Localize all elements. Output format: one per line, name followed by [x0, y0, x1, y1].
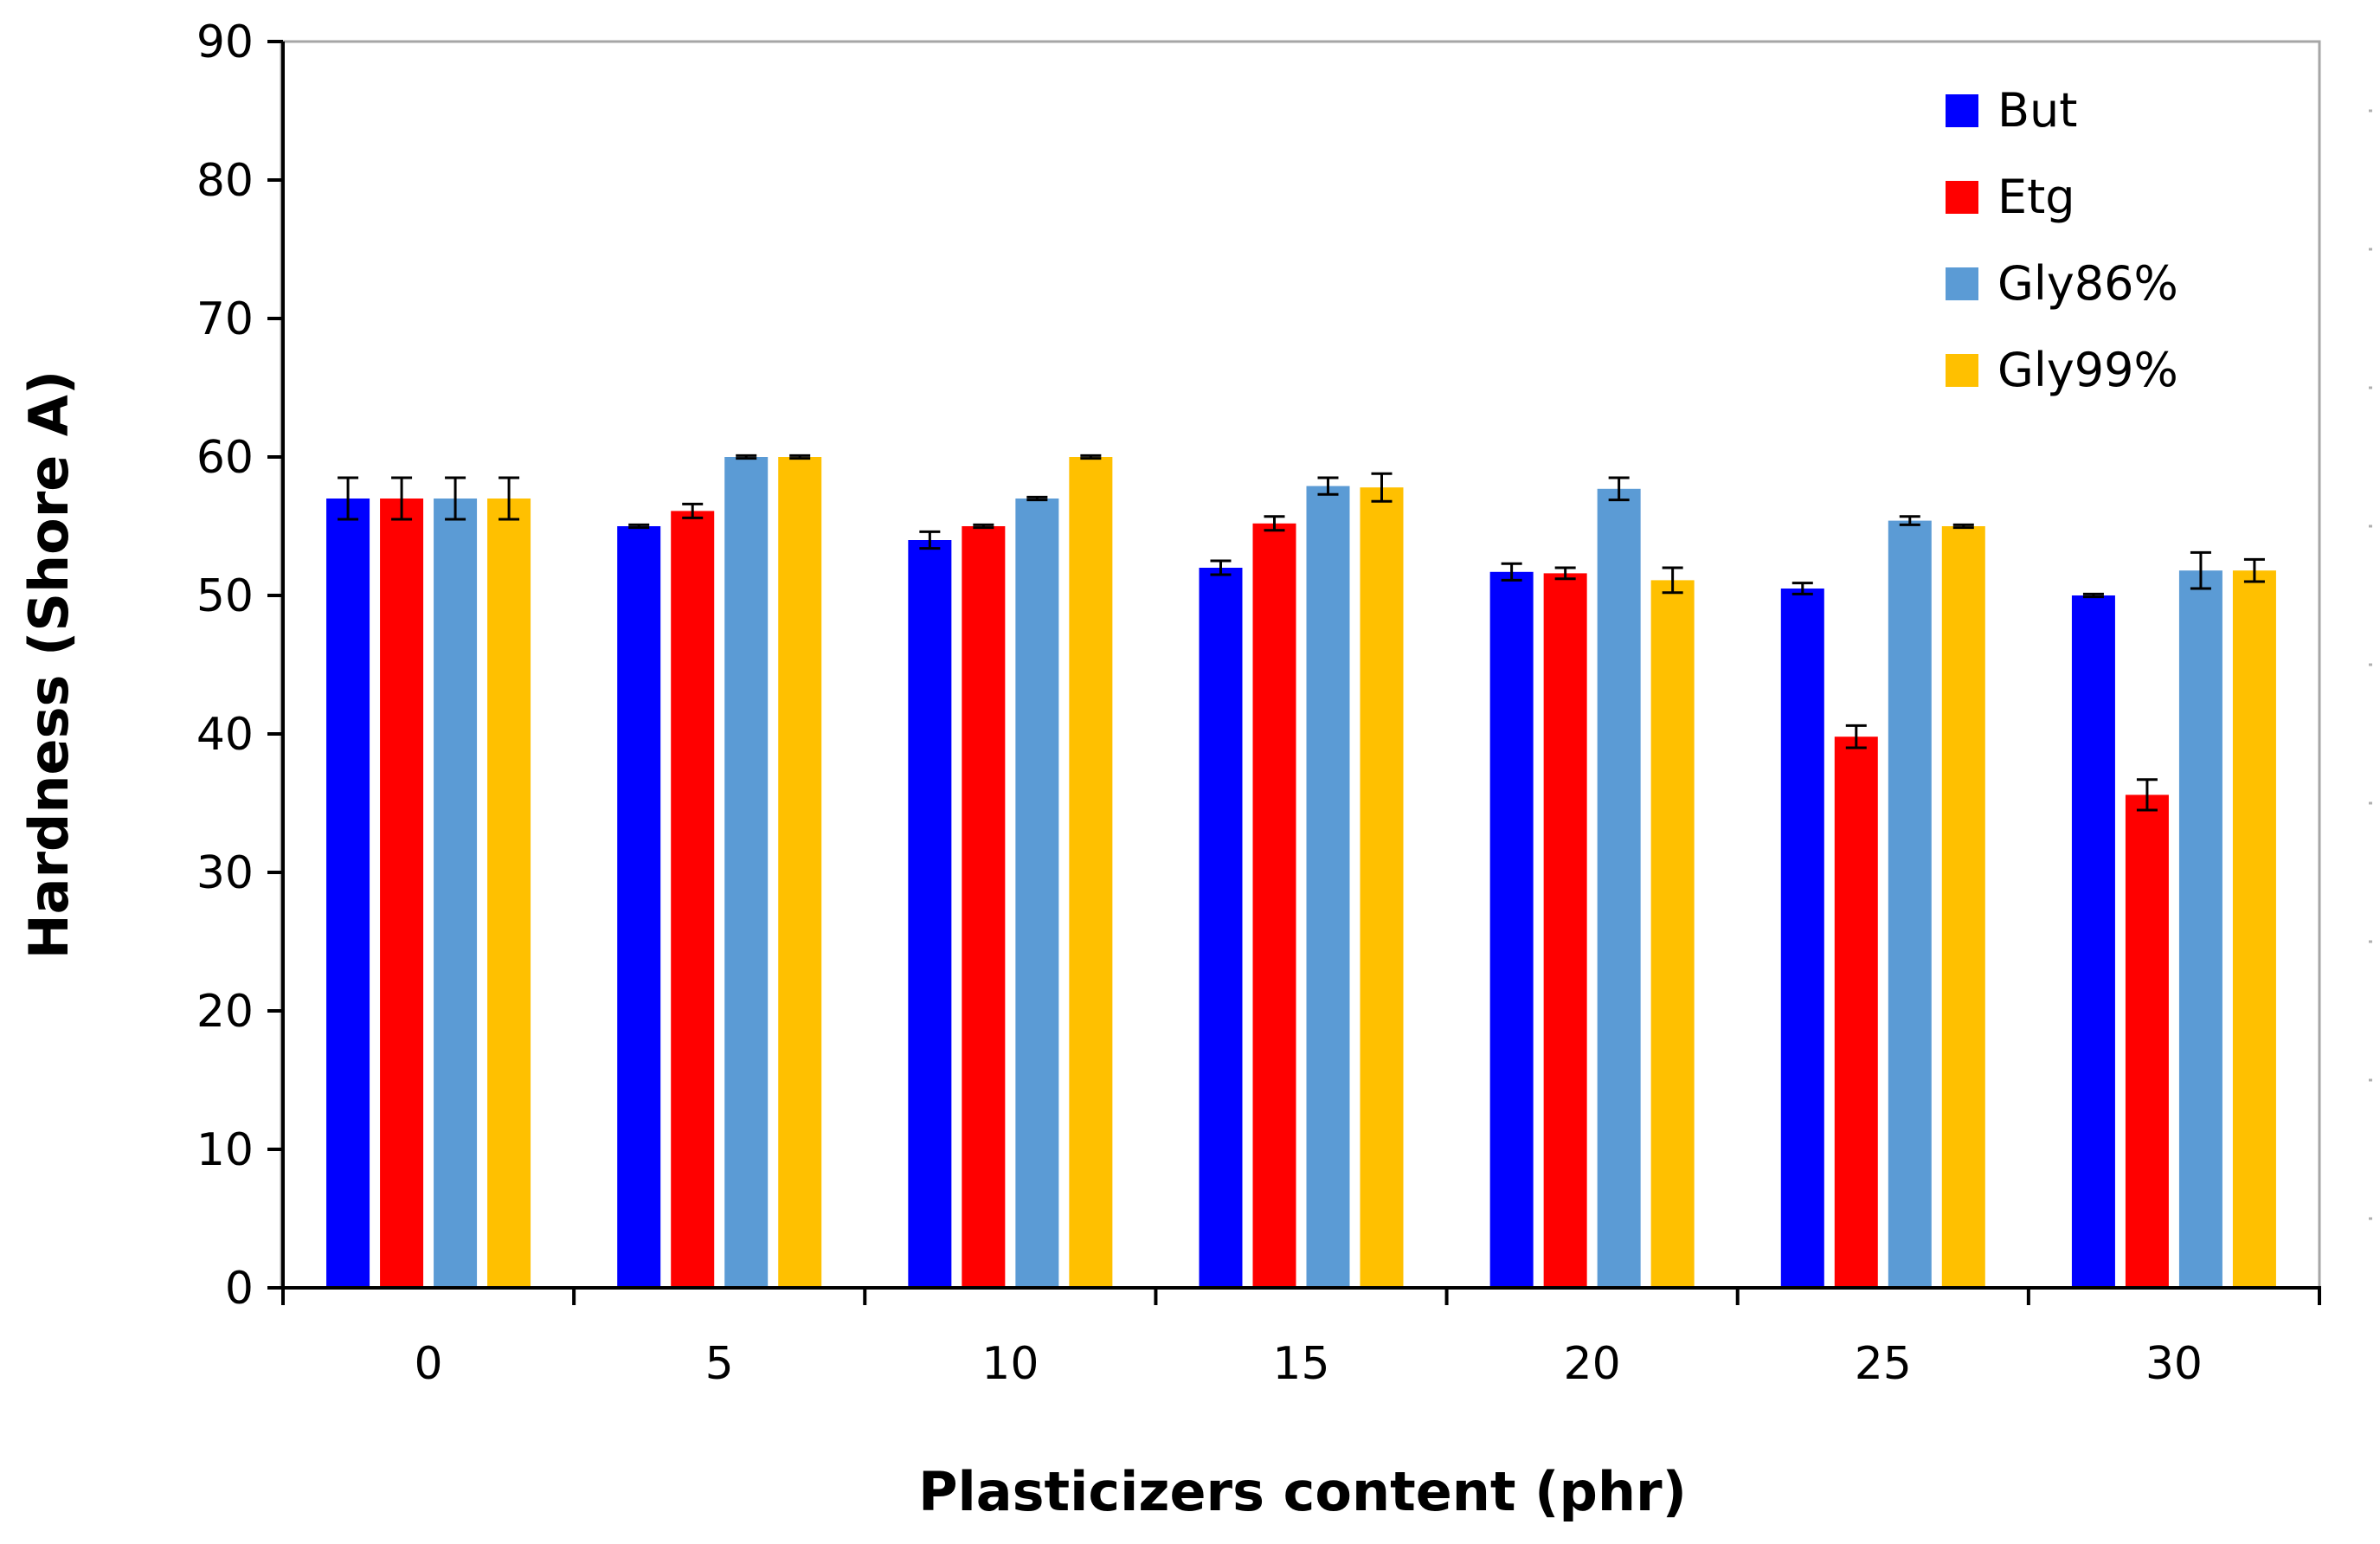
legend-swatch-gly99 — [1946, 354, 1978, 387]
x-tick-label: 5 — [705, 1338, 734, 1390]
bar-gly99-20 — [1650, 580, 1695, 1288]
bar-gly99-5 — [778, 457, 822, 1288]
legend-label-but: But — [1997, 83, 2077, 138]
x-tick-label: 10 — [981, 1338, 1039, 1390]
bar-gly99-0 — [487, 499, 531, 1288]
bar-etg-15 — [1252, 523, 1296, 1288]
x-axis-ticks: 0 5 10 15 20 25 30 — [281, 1288, 2321, 1390]
bar-but-5 — [617, 526, 661, 1288]
bar-gly86-10 — [1015, 499, 1059, 1288]
bar-but-20 — [1489, 571, 1534, 1288]
y-tick-label: 80 — [196, 155, 254, 207]
x-tick-label: 15 — [1272, 1338, 1329, 1390]
errorbars-layer — [338, 454, 2265, 812]
legend-swatch-but — [1946, 94, 1978, 127]
legend-label-gly99: Gly99% — [1997, 343, 2178, 397]
legend-swatch-etg — [1946, 181, 1978, 214]
bar-etg-20 — [1543, 573, 1587, 1288]
y-tick-label: 60 — [196, 432, 254, 484]
legend-label-gly86: Gly86% — [1997, 256, 2178, 311]
y-tick-label: 70 — [196, 293, 254, 345]
bar-gly99-30 — [2232, 570, 2276, 1288]
bar-gly86-25 — [1888, 520, 1932, 1288]
bar-gly99-25 — [1941, 526, 1985, 1288]
bar-etg-25 — [1834, 737, 1878, 1288]
x-tick-label: 20 — [1564, 1338, 1621, 1390]
bar-gly86-30 — [2178, 570, 2222, 1288]
bar-gly86-20 — [1597, 488, 1641, 1288]
bar-but-30 — [2071, 595, 2115, 1288]
y-axis-ticks: 0 10 20 30 40 50 60 70 80 90 — [196, 16, 283, 1315]
y-tick-label: 40 — [196, 709, 254, 761]
y-tick-label: 20 — [196, 986, 254, 1038]
bar-but-25 — [1780, 589, 1824, 1288]
y-tick-label: 30 — [196, 847, 254, 899]
bar-etg-5 — [671, 511, 715, 1288]
x-tick-label: 25 — [1855, 1338, 1912, 1390]
right-edge-minor-ticks — [2369, 109, 2372, 1220]
legend-swatch-gly86 — [1946, 267, 1978, 300]
bars-layer — [326, 457, 2276, 1288]
legend-label-etg: Etg — [1997, 170, 2075, 224]
y-tick-label: 10 — [196, 1124, 254, 1176]
bar-but-0 — [326, 499, 370, 1288]
bar-gly86-5 — [724, 457, 769, 1288]
legend: But Etg Gly86% Gly99% — [1946, 83, 2178, 397]
x-axis-title: Plasticizers content (phr) — [918, 1460, 1687, 1523]
bar-gly86-15 — [1306, 486, 1350, 1288]
x-tick-label: 0 — [415, 1338, 443, 1390]
bar-gly99-10 — [1069, 457, 1113, 1288]
bar-but-15 — [1199, 568, 1243, 1288]
bar-etg-10 — [962, 526, 1006, 1288]
y-tick-label: 90 — [196, 16, 254, 68]
y-axis-title: Hardness (Shore A) — [17, 370, 80, 960]
bar-etg-30 — [2125, 795, 2169, 1288]
y-tick-label: 0 — [225, 1263, 254, 1315]
bar-but-10 — [908, 540, 952, 1288]
y-tick-label: 50 — [196, 570, 254, 622]
bar-gly99-15 — [1360, 487, 1404, 1288]
x-tick-label: 30 — [2145, 1338, 2203, 1390]
bar-gly86-0 — [434, 499, 478, 1288]
bar-etg-0 — [380, 499, 424, 1288]
